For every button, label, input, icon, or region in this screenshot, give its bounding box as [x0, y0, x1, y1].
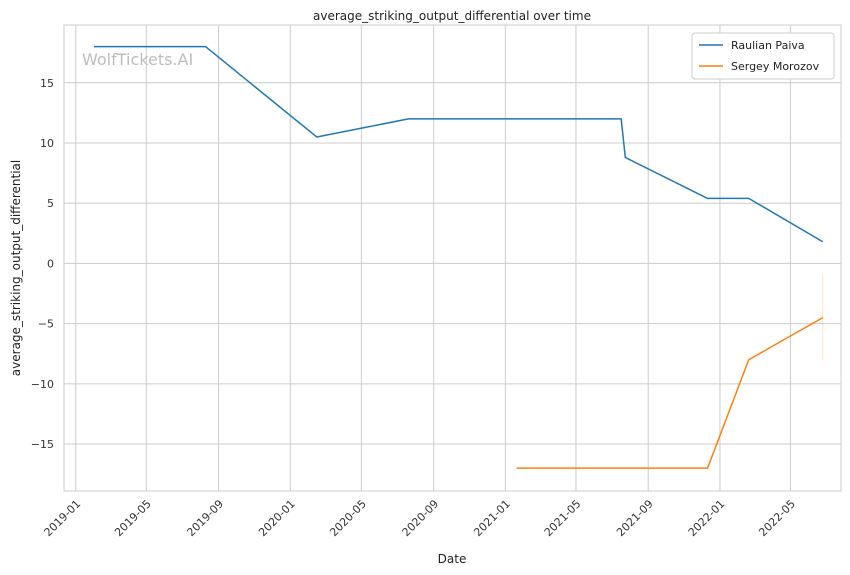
- y-tick-label: 10: [40, 137, 54, 150]
- legend-label-sergey-morozov: Sergey Morozov: [731, 60, 820, 73]
- x-tick-label: 2019-05: [112, 497, 154, 539]
- x-tick-labels: 2019-01 2019-05 2019-09 2020-01 2020-05 2020-…: [42, 497, 798, 539]
- chart-title: average_striking_output_differential ove…: [313, 9, 591, 23]
- y-tick-label: −10: [31, 378, 54, 391]
- x-tick-label: 2022-05: [756, 497, 798, 539]
- y-tick-label: 15: [40, 77, 54, 90]
- plot-area: [63, 24, 842, 492]
- series-layer: [93, 45, 824, 469]
- x-tick-label: 2020-01: [256, 497, 298, 539]
- x-tick-label: 2021-05: [542, 497, 584, 539]
- y-tick-label: 5: [47, 197, 54, 210]
- y-tick-label: −5: [38, 318, 54, 331]
- x-tick-label: 2020-05: [327, 497, 369, 539]
- y-grid: [64, 82, 841, 445]
- x-tick-label: 2021-01: [471, 497, 513, 539]
- x-tick-label: 2019-09: [184, 497, 226, 539]
- watermark-text: WolfTickets.AI: [82, 50, 193, 69]
- y-axis-label: average_striking_output_differential: [9, 160, 23, 376]
- legend: Raulian Paiva Sergey Morozov: [691, 32, 835, 80]
- x-tick-label: 2022-01: [686, 497, 728, 539]
- y-tick-labels: −15 −10 −5 0 5 10 15: [31, 77, 54, 451]
- y-tick-label: 0: [47, 257, 54, 270]
- series-line-raulian-paiva: [93, 45, 824, 243]
- x-grid: [75, 25, 791, 491]
- legend-label-raulian-paiva: Raulian Paiva: [731, 39, 805, 52]
- series-line-sergey-morozov: [516, 316, 824, 469]
- x-tick-label: 2019-01: [42, 497, 84, 539]
- x-tick-label: 2020-09: [400, 497, 442, 539]
- x-tick-label: 2021-09: [614, 497, 656, 539]
- legend-box: [691, 32, 835, 80]
- x-axis-label: Date: [438, 552, 467, 566]
- y-tick-label: −15: [31, 438, 54, 451]
